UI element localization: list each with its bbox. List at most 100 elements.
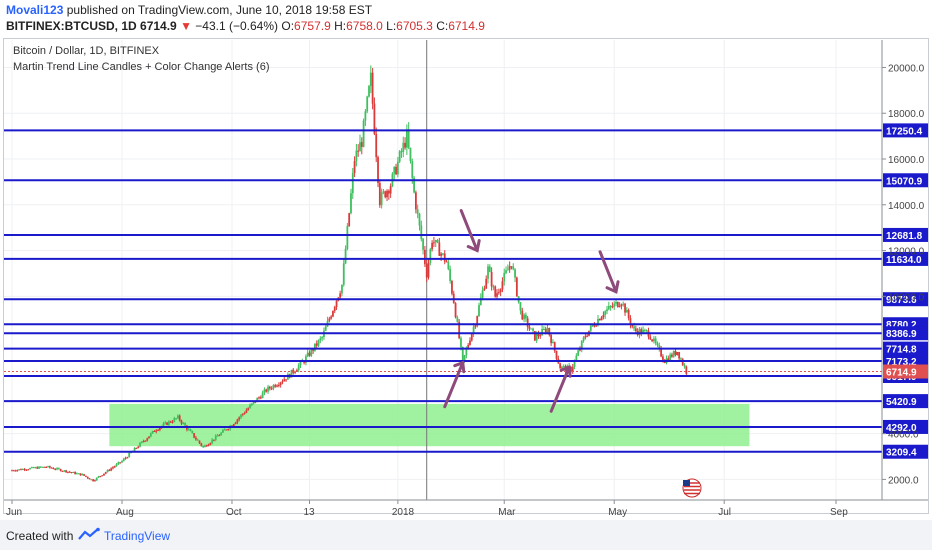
candle-body bbox=[157, 429, 159, 431]
candle-body bbox=[593, 325, 596, 327]
publish-info: Movali123 published on TradingView.com, … bbox=[6, 3, 372, 17]
candle-body bbox=[101, 475, 104, 477]
candle-body bbox=[133, 447, 136, 451]
candle-body bbox=[277, 384, 280, 386]
x-tick-label: Jun bbox=[6, 507, 22, 518]
level-label: 7714.8 bbox=[886, 345, 917, 356]
candle-body bbox=[95, 477, 98, 481]
candle-body bbox=[70, 472, 73, 474]
candle-body bbox=[479, 297, 482, 306]
candle-body bbox=[550, 334, 553, 344]
candle-body bbox=[124, 457, 127, 459]
chart-frame[interactable] bbox=[3, 38, 929, 514]
candle-body bbox=[52, 468, 55, 470]
candle-body bbox=[350, 193, 352, 214]
candle-body bbox=[43, 466, 46, 468]
candle-body bbox=[146, 438, 149, 441]
candle-body bbox=[506, 269, 509, 271]
candle-body bbox=[537, 334, 540, 337]
candle-body bbox=[606, 309, 608, 312]
candle-body bbox=[438, 242, 441, 256]
candle-body bbox=[559, 363, 562, 369]
y-tick-label: 16000.0 bbox=[888, 155, 925, 166]
candle-body bbox=[476, 316, 479, 326]
candle-body bbox=[243, 412, 246, 414]
candle-body bbox=[429, 249, 432, 264]
level-label: 5420.9 bbox=[886, 397, 917, 408]
candle-body bbox=[649, 336, 652, 340]
candle-body bbox=[494, 286, 497, 297]
candle-body bbox=[562, 366, 565, 368]
candle-body bbox=[72, 471, 75, 473]
candle-body bbox=[198, 440, 201, 444]
candle-body bbox=[460, 338, 462, 347]
x-tick-label: Oct bbox=[226, 507, 242, 518]
candle-body bbox=[234, 422, 237, 425]
candle-body bbox=[512, 266, 515, 270]
candle-body bbox=[577, 350, 580, 356]
candle-body bbox=[492, 286, 495, 288]
candle-body bbox=[20, 469, 22, 471]
level-tag bbox=[883, 292, 928, 307]
candle-body bbox=[521, 310, 524, 320]
candle-body bbox=[607, 306, 610, 310]
candle-body bbox=[469, 340, 471, 345]
candle-body bbox=[173, 418, 176, 422]
candle-body bbox=[182, 423, 185, 425]
candle-body bbox=[77, 473, 80, 475]
y-tick-label: 2000.0 bbox=[888, 475, 919, 486]
candle-body bbox=[355, 150, 358, 162]
candle-body bbox=[416, 209, 419, 214]
tradingview-brand-link[interactable]: TradingView bbox=[104, 529, 171, 543]
candle-body bbox=[640, 329, 643, 334]
candle-body bbox=[615, 301, 617, 304]
candle-body bbox=[137, 446, 140, 448]
last-price-label: 6714.9 bbox=[886, 367, 917, 378]
footer-bar: Created with TradingView bbox=[0, 520, 932, 550]
level-label: 9873.6 bbox=[886, 295, 917, 306]
candle-body bbox=[56, 468, 58, 470]
candle-body bbox=[414, 192, 417, 210]
candle-body bbox=[625, 309, 628, 313]
candle-body bbox=[103, 473, 105, 476]
x-tick-label: 13 bbox=[304, 507, 316, 518]
candle-body bbox=[79, 473, 82, 476]
candle-body bbox=[27, 469, 30, 471]
candle-body bbox=[232, 424, 235, 427]
candle-body bbox=[14, 470, 17, 472]
candle-body bbox=[202, 445, 205, 448]
open-value: 6757.9 bbox=[294, 19, 331, 33]
candle-body bbox=[216, 435, 219, 437]
candle-body bbox=[180, 420, 183, 424]
candle-body bbox=[274, 385, 277, 387]
created-with-text: Created with bbox=[6, 529, 74, 543]
candle-body bbox=[375, 133, 378, 158]
candle-body bbox=[178, 415, 181, 421]
candle-body bbox=[196, 439, 199, 441]
candle-body bbox=[45, 467, 48, 469]
candle-body bbox=[638, 329, 641, 335]
level-tag bbox=[883, 123, 928, 138]
candle-body bbox=[433, 242, 435, 244]
candle-body bbox=[48, 466, 51, 468]
author-link[interactable]: Movali123 bbox=[6, 3, 64, 17]
candle-body bbox=[674, 351, 677, 355]
candle-body bbox=[667, 358, 670, 361]
candle-body bbox=[211, 439, 214, 444]
candle-body bbox=[222, 429, 224, 433]
candle-body bbox=[312, 349, 315, 351]
candle-body bbox=[442, 253, 444, 255]
level-label: 8386.9 bbox=[886, 329, 917, 340]
last-price: 6714.9 bbox=[140, 19, 177, 33]
candle-body bbox=[629, 318, 632, 325]
price-chart[interactable]: 17250.4 15070.9 12681.8 11634.0 9873.6 8780.2… bbox=[0, 0, 932, 520]
candle-body bbox=[314, 343, 316, 351]
candle-body bbox=[582, 337, 585, 341]
candle-body bbox=[393, 166, 396, 174]
candle-body bbox=[380, 192, 383, 206]
tradingview-logo-icon[interactable] bbox=[78, 527, 100, 543]
y-tick-label: 10000.0 bbox=[888, 292, 925, 303]
candle-body bbox=[341, 284, 343, 294]
down-arrow-icon: ▼ bbox=[180, 19, 192, 33]
candle-body bbox=[654, 338, 657, 344]
